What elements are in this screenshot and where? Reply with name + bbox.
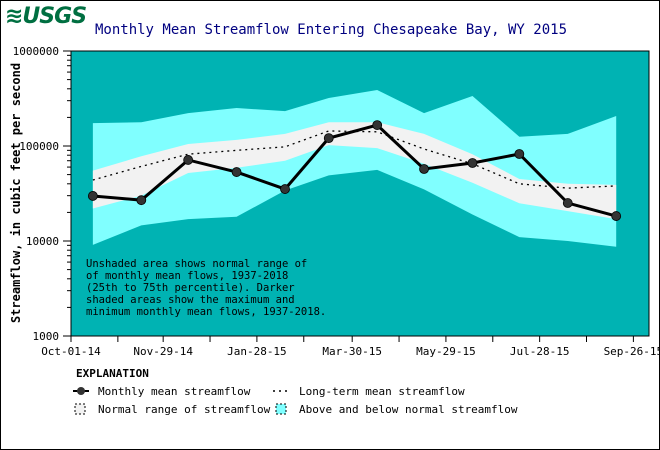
monthly-mean-point — [562, 198, 573, 208]
monthly-mean-point — [136, 195, 147, 206]
monthly-mean-point — [514, 149, 525, 159]
monthly-mean-point — [87, 191, 98, 201]
legend-item: Normal range of streamflow — [98, 403, 271, 416]
x-tick-label: Sep-26-15 — [604, 345, 660, 358]
x-tick-label: Jul-28-15 — [510, 345, 570, 358]
plot-frame — [70, 50, 650, 337]
legend-item: Long-term mean streamflow — [299, 385, 465, 398]
y-tick-label: 1000 — [33, 330, 60, 343]
legend-above-below-swatch — [275, 403, 287, 415]
usgs-logo: ≋USGS — [5, 4, 87, 29]
annotation-line: of monthly mean flows, 1937-2018 — [86, 270, 288, 282]
y-tick-label: 10000 — [26, 235, 59, 248]
legend-normal-swatch — [74, 403, 86, 415]
x-tick-label: Nov-29-14 — [133, 345, 193, 358]
x-tick-label: May-29-15 — [416, 345, 476, 358]
x-tick-label: Mar-30-15 — [322, 345, 382, 358]
annotation-line: shaded areas show the maximum and — [86, 294, 295, 306]
monthly-mean-point — [611, 211, 622, 221]
annotation-line: (25th to 75th percentile). Darker — [86, 282, 295, 294]
monthly-mean-line — [92, 123, 617, 218]
y-axis-label: Streamflow, in cubic feet per second — [9, 63, 23, 323]
y-tick-label: 100000 — [19, 140, 59, 153]
legend-marker-swatch — [77, 387, 85, 395]
monthly-mean-point — [467, 158, 478, 168]
normal-range-band — [92, 122, 617, 220]
monthly-mean-point — [372, 120, 383, 130]
long-term-mean-line — [92, 130, 617, 189]
legend-item: Monthly mean streamflow — [98, 385, 251, 398]
monthly-mean-point — [323, 133, 334, 144]
x-tick-label: Oct-01-14 — [41, 345, 101, 358]
monthly-mean-point — [280, 184, 290, 194]
annotation-line: Unshaded area shows normal range of — [86, 258, 307, 270]
legend-title: EXPLANATION — [76, 367, 149, 380]
legend: Monthly mean streamflow Long-term mean s… — [73, 385, 518, 416]
annotation-line: minimum monthly mean flows, 1937-2018. — [86, 306, 326, 318]
monthly-mean-point — [419, 164, 429, 174]
x-tick-label: Jan-28-15 — [227, 345, 287, 358]
y-tick-label: 1000000 — [13, 45, 59, 58]
chart-title: Monthly Mean Streamflow Entering Chesape… — [95, 22, 567, 38]
monthly-mean-point — [231, 167, 242, 177]
above-below-normal-band — [92, 89, 617, 247]
monthly-mean-point — [183, 155, 194, 165]
legend-item: Above and below normal streamflow — [299, 403, 518, 416]
